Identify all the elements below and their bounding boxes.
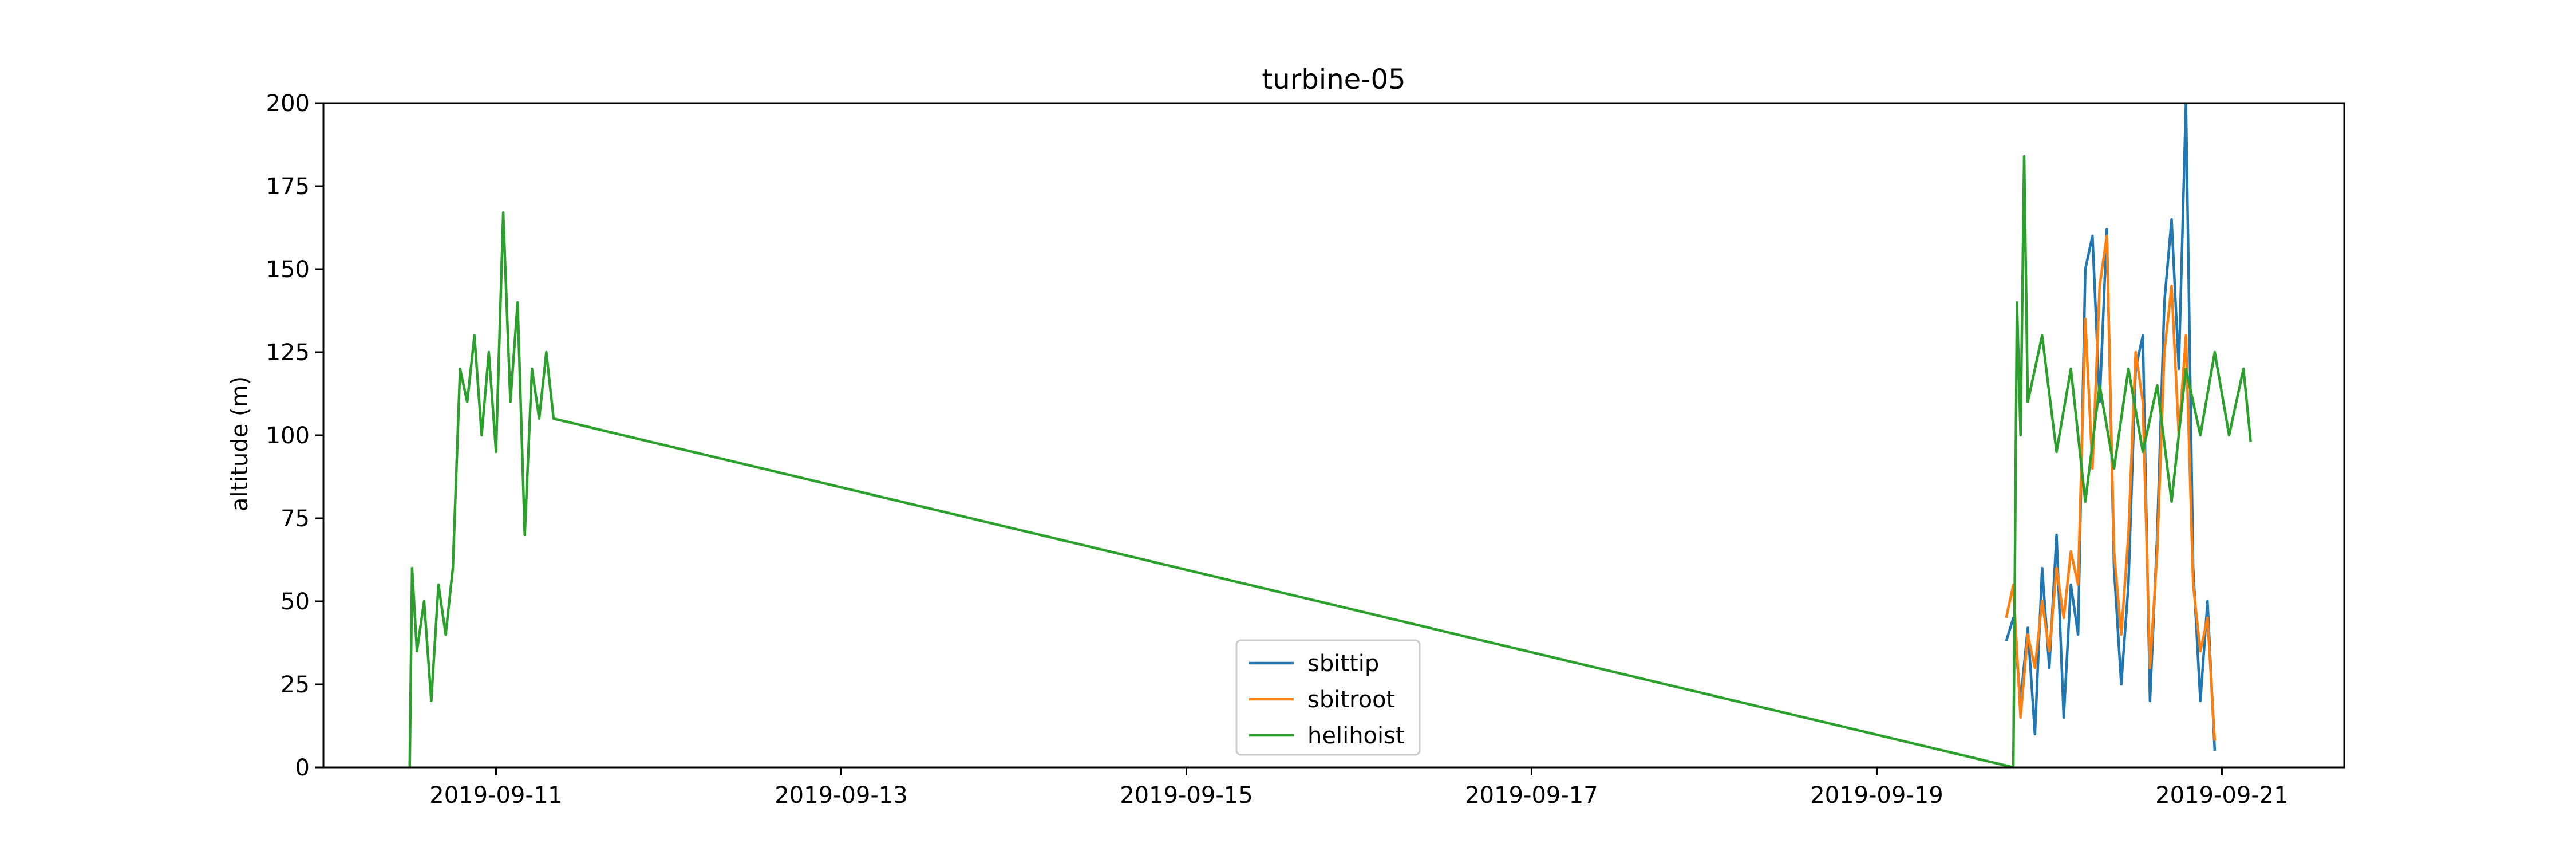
plot-frame [322,102,2345,769]
legend-box [1235,639,1421,756]
x-tick-label: 2019-09-21 [2155,782,2288,809]
x-tick-label: 2019-09-13 [775,782,907,809]
y-tick-label: 75 [280,506,310,532]
legend-label-sbittip: sbittip [1307,651,1379,677]
y-tick-label: 25 [280,672,310,698]
y-tick-label: 50 [280,589,310,615]
x-tick-label: 2019-09-19 [1810,782,1943,809]
legend: sbittip sbitroot helihoist [1235,639,1421,756]
y-tick-label: 175 [266,174,310,200]
chart-title: turbine-05 [1262,64,1405,96]
y-tick-label: 150 [266,257,310,283]
y-axis-label: altitude (m) [227,376,253,511]
x-tick-label: 2019-09-11 [429,782,562,809]
y-tick-label: 200 [266,90,310,117]
x-ticks: 2019-09-11 2019-09-13 2019-09-15 2019-09-17… [429,767,2289,809]
y-tick-label: 0 [295,755,310,781]
legend-label-helihoist: helihoist [1307,723,1405,749]
x-tick-label: 2019-09-15 [1120,782,1253,809]
y-tick-label: 100 [266,423,310,449]
x-tick-label: 2019-09-17 [1465,782,1598,809]
y-tick-label: 125 [266,340,310,366]
y-ticks: 0 25 50 75 100 125 150 175 200 [266,90,323,781]
series-group [408,103,2252,767]
series-line-helihoist [408,155,2252,767]
legend-label-sbitroot: sbitroot [1307,687,1395,713]
